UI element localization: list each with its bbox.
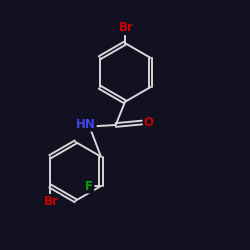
Text: Br: Br [119, 21, 134, 34]
Text: HN: HN [76, 118, 96, 130]
Text: F: F [85, 180, 93, 192]
Text: O: O [144, 116, 154, 129]
Text: Br: Br [44, 195, 59, 208]
